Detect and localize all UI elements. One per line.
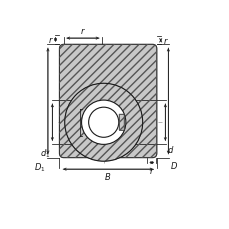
Text: B: B bbox=[105, 172, 111, 181]
Text: $D_1$: $D_1$ bbox=[34, 161, 46, 173]
Bar bbox=[119, 115, 124, 131]
Bar bbox=[119, 115, 124, 131]
Circle shape bbox=[81, 101, 125, 145]
Circle shape bbox=[88, 108, 118, 138]
Text: r: r bbox=[163, 37, 167, 46]
Text: r: r bbox=[81, 27, 84, 36]
Text: d: d bbox=[167, 146, 172, 155]
Text: D: D bbox=[170, 161, 177, 170]
Text: r: r bbox=[149, 166, 153, 175]
Text: $d_1$: $d_1$ bbox=[40, 147, 50, 159]
Text: r: r bbox=[49, 36, 52, 45]
Circle shape bbox=[65, 84, 142, 161]
FancyBboxPatch shape bbox=[59, 45, 156, 158]
